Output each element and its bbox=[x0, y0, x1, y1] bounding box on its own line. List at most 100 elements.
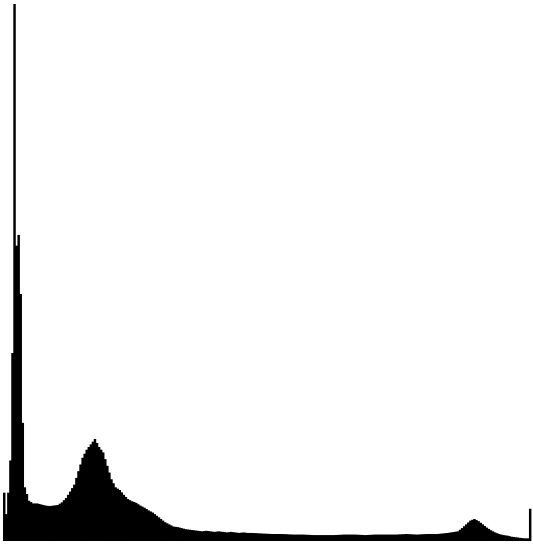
histogram-bar bbox=[250, 532, 253, 541]
histogram-bar bbox=[324, 535, 328, 541]
histogram-bar bbox=[262, 533, 266, 541]
histogram-bar bbox=[446, 532, 449, 541]
histogram-bar bbox=[147, 510, 150, 541]
histogram-bar bbox=[429, 534, 433, 541]
histogram-bar bbox=[506, 535, 509, 541]
histogram-bar bbox=[182, 528, 185, 541]
histogram-bar bbox=[54, 505, 58, 541]
histogram-bar bbox=[252, 533, 256, 541]
histogram-bar bbox=[36, 503, 39, 541]
histogram-bar bbox=[384, 534, 388, 541]
histogram-bar bbox=[60, 502, 64, 541]
histogram-bar bbox=[155, 515, 159, 541]
histogram-bar bbox=[374, 534, 377, 541]
histogram-bar bbox=[392, 534, 396, 541]
histogram-bar bbox=[116, 488, 119, 541]
histogram-bar bbox=[17, 234, 20, 541]
histogram-bar bbox=[132, 502, 136, 541]
histogram-bar bbox=[425, 534, 429, 541]
histogram-bar bbox=[345, 534, 348, 541]
histogram-bar bbox=[421, 534, 425, 541]
histogram-bar bbox=[304, 534, 307, 541]
histogram-bar bbox=[436, 534, 439, 541]
histogram-bar bbox=[260, 533, 264, 541]
histogram-bar bbox=[514, 537, 517, 541]
histogram-bar bbox=[128, 500, 132, 541]
histogram-bar bbox=[38, 503, 41, 541]
histogram-bar bbox=[93, 438, 97, 541]
histogram-bar bbox=[498, 534, 501, 541]
histogram-bar bbox=[343, 534, 346, 541]
histogram-bar bbox=[205, 530, 208, 541]
histogram-bar bbox=[42, 505, 45, 541]
histogram-bar bbox=[456, 531, 460, 541]
histogram-bar bbox=[333, 535, 336, 541]
histogram-bar bbox=[370, 534, 373, 541]
histogram-bar bbox=[368, 534, 371, 541]
histogram-bar bbox=[56, 505, 60, 541]
histogram-bar bbox=[467, 522, 470, 541]
histogram-bar bbox=[244, 532, 247, 541]
histogram-bar bbox=[258, 533, 262, 541]
histogram-bar bbox=[438, 533, 441, 541]
histogram-bar bbox=[242, 532, 245, 541]
histogram-bar bbox=[71, 488, 74, 541]
histogram-bar bbox=[254, 533, 258, 541]
histogram-bar bbox=[194, 530, 198, 541]
histogram-bar bbox=[64, 498, 68, 541]
histogram-bar bbox=[29, 502, 33, 541]
histogram-bar bbox=[231, 532, 235, 541]
histogram-bar bbox=[227, 532, 231, 541]
histogram-bar bbox=[442, 533, 445, 541]
histogram-bar bbox=[73, 484, 76, 541]
histogram-bar bbox=[405, 534, 408, 541]
histogram-bar bbox=[339, 534, 342, 541]
histogram-bar bbox=[473, 518, 476, 541]
histogram-bar bbox=[201, 531, 204, 541]
histogram-bar bbox=[401, 534, 404, 541]
histogram-bar bbox=[46, 505, 49, 541]
histogram-bar bbox=[485, 527, 489, 542]
histogram-bar bbox=[386, 534, 390, 541]
histogram-bar bbox=[469, 520, 472, 541]
histogram-bar bbox=[518, 537, 522, 541]
histogram-bar bbox=[48, 506, 51, 542]
histogram-bar bbox=[396, 534, 400, 541]
histogram-bar bbox=[161, 520, 165, 541]
histogram-bar bbox=[143, 507, 146, 541]
histogram-bar bbox=[310, 534, 313, 541]
histogram-bar bbox=[452, 531, 456, 541]
histogram-bar bbox=[502, 535, 505, 541]
histogram-bar bbox=[69, 491, 72, 541]
histogram-bar bbox=[487, 528, 491, 541]
histogram-bar bbox=[27, 500, 31, 541]
histogram-bar bbox=[479, 522, 482, 541]
histogram-bar bbox=[196, 530, 200, 541]
histogram-bar bbox=[15, 245, 18, 541]
histogram-bar bbox=[403, 534, 406, 541]
histogram-bar bbox=[62, 500, 66, 541]
histogram-bar bbox=[526, 538, 530, 542]
histogram-bar bbox=[21, 422, 25, 541]
histogram-bar bbox=[102, 452, 105, 541]
histogram-bar bbox=[450, 532, 454, 541]
histogram-bar bbox=[180, 528, 183, 541]
histogram-bar bbox=[267, 533, 270, 541]
histogram-bar bbox=[79, 464, 82, 541]
histogram-bar bbox=[366, 534, 369, 541]
histogram-bar bbox=[376, 534, 379, 541]
histogram-bar bbox=[320, 535, 324, 541]
histogram-bar bbox=[316, 535, 319, 541]
histogram-bar bbox=[192, 530, 196, 541]
histogram-bar bbox=[40, 504, 43, 541]
histogram-bar bbox=[353, 534, 357, 541]
histogram-bar bbox=[361, 534, 365, 541]
histogram-bar bbox=[495, 533, 499, 541]
histogram-bar bbox=[448, 532, 451, 541]
histogram-bar bbox=[159, 518, 163, 541]
histogram-bar bbox=[7, 492, 10, 541]
histogram-bar bbox=[330, 535, 334, 541]
histogram-bar bbox=[483, 525, 487, 541]
histogram-bar bbox=[275, 534, 278, 541]
